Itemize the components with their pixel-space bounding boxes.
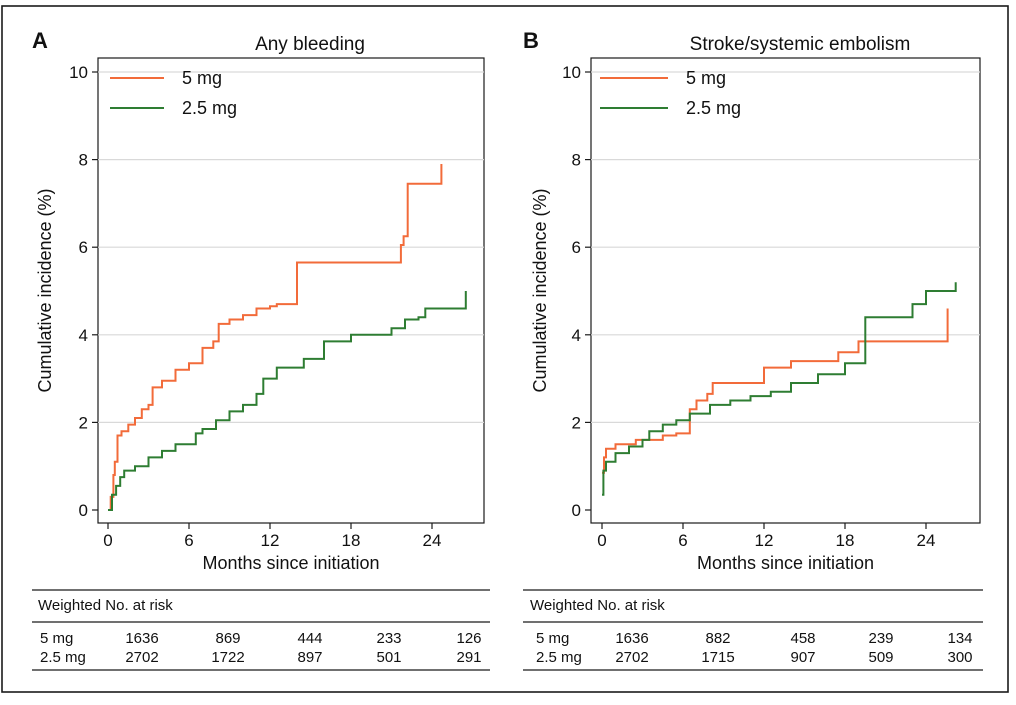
y-tick-label: 10 — [69, 63, 88, 82]
panel-letter: B — [523, 28, 539, 53]
risk-cell-value: 907 — [790, 649, 815, 666]
risk-cell-value: 1636 — [615, 630, 648, 647]
risk-cell-value: 233 — [376, 630, 401, 647]
x-tick-label: 0 — [597, 531, 606, 550]
risk-cell-value: 2702 — [125, 649, 158, 666]
figure-border — [1, 5, 1009, 693]
y-tick-label: 6 — [572, 238, 581, 257]
x-tick-label: 18 — [342, 531, 361, 550]
series-line-first — [602, 308, 949, 474]
x-tick-label: 6 — [184, 531, 193, 550]
risk-table-title: Weighted No. at risk — [530, 597, 665, 614]
plot-frame — [590, 57, 981, 524]
risk-cell-value: 300 — [947, 649, 972, 666]
risk-cell-value: 126 — [456, 630, 481, 647]
risk-row-label: 5 mg — [40, 630, 73, 647]
chart-title: Stroke/systemic embolism — [690, 34, 911, 55]
x-axis-label: Months since initiation — [202, 553, 379, 573]
legend-entry: 5 mg — [686, 68, 726, 88]
x-axis-label: Months since initiation — [697, 553, 874, 573]
risk-cell-value: 134 — [947, 630, 972, 647]
risk-cell-value: 1722 — [211, 649, 244, 666]
y-tick-label: 2 — [79, 413, 88, 432]
x-tick-label: 0 — [103, 531, 112, 550]
risk-cell-value: 1715 — [701, 649, 734, 666]
risk-cell-value: 239 — [868, 630, 893, 647]
risk-cell-value: 444 — [297, 630, 322, 647]
risk-cell-value: 458 — [790, 630, 815, 647]
plot-frame — [97, 57, 485, 524]
legend-entry: 5 mg — [182, 68, 222, 88]
legend-entry: 2.5 mg — [686, 98, 741, 118]
y-axis-label: Cumulative incidence (%) — [530, 188, 550, 392]
risk-cell-value: 897 — [297, 649, 322, 666]
chart-title: Any bleeding — [255, 34, 365, 55]
risk-cell-value: 869 — [215, 630, 240, 647]
y-axis-label: Cumulative incidence (%) — [35, 188, 55, 392]
series-line-second — [108, 291, 467, 511]
series-line-first — [108, 164, 443, 511]
y-tick-label: 0 — [79, 501, 88, 520]
y-tick-label: 8 — [572, 151, 581, 170]
x-tick-label: 24 — [917, 531, 936, 550]
risk-cell-value: 1636 — [125, 630, 158, 647]
panel-letter: A — [32, 28, 48, 53]
risk-cell-value: 2702 — [615, 649, 648, 666]
x-tick-label: 18 — [836, 531, 855, 550]
y-tick-label: 2 — [572, 413, 581, 432]
y-tick-label: 0 — [572, 501, 581, 520]
y-tick-label: 4 — [572, 326, 581, 345]
series-line-second — [602, 282, 957, 496]
risk-cell-value: 291 — [456, 649, 481, 666]
risk-row-label: 2.5 mg — [40, 649, 86, 666]
risk-table-title: Weighted No. at risk — [38, 597, 173, 614]
x-tick-label: 12 — [261, 531, 280, 550]
legend-entry: 2.5 mg — [182, 98, 237, 118]
x-tick-label: 6 — [678, 531, 687, 550]
y-tick-label: 8 — [79, 151, 88, 170]
risk-row-label: 2.5 mg — [536, 649, 582, 666]
y-tick-label: 10 — [562, 63, 581, 82]
risk-cell-value: 501 — [376, 649, 401, 666]
x-tick-label: 12 — [755, 531, 774, 550]
risk-cell-value: 882 — [705, 630, 730, 647]
x-tick-label: 24 — [423, 531, 442, 550]
risk-cell-value: 509 — [868, 649, 893, 666]
risk-row-label: 5 mg — [536, 630, 569, 647]
y-tick-label: 4 — [79, 326, 88, 345]
y-tick-label: 6 — [79, 238, 88, 257]
